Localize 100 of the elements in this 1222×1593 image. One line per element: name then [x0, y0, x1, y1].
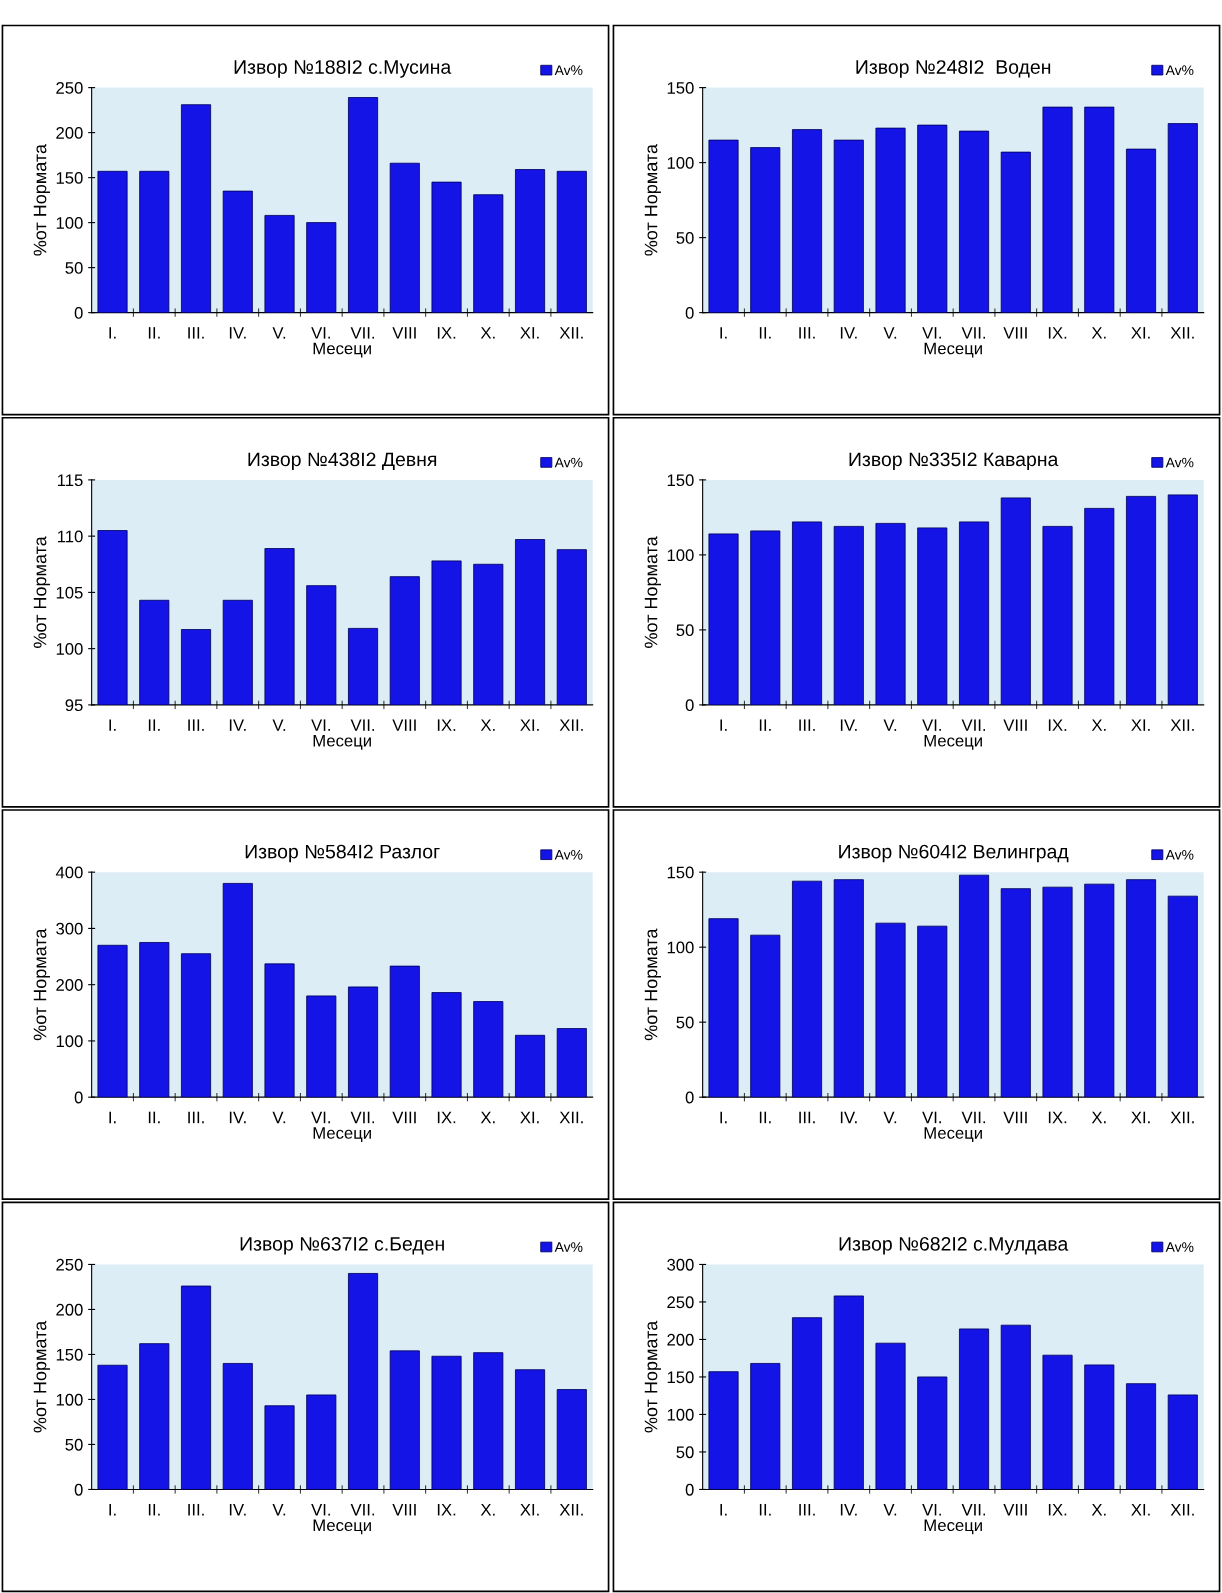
y-tick-label: 100 [56, 643, 83, 655]
bar [264, 1405, 295, 1490]
y-tick-label: 200 [56, 127, 83, 139]
bar [348, 97, 379, 313]
x-tick-label: VII. [961, 1111, 986, 1124]
x-tick-label: VII. [961, 327, 986, 339]
x-tick-label: VI. [922, 1503, 941, 1516]
x-tick-label: III. [799, 327, 815, 339]
legend-label: Av% [1165, 849, 1194, 860]
bar [222, 190, 253, 313]
legend-label: Av% [554, 457, 583, 468]
bar [875, 127, 906, 313]
bar [1000, 1324, 1031, 1490]
bar [708, 1371, 739, 1490]
y-tick-label: 115 [58, 474, 83, 487]
bar [556, 1028, 587, 1098]
x-tick-label: XI. [520, 327, 539, 339]
x-tick-label: IX. [1048, 327, 1067, 339]
bar [181, 1285, 212, 1490]
x-tick-label: VII. [961, 1503, 986, 1516]
x-tick-label: I. [109, 1111, 116, 1124]
chart-title: Извор №188I2 с.Мусина [234, 60, 452, 78]
x-tick-label: VIII [392, 327, 416, 339]
x-tick-label: I. [109, 1503, 116, 1516]
x-tick-label: XII. [1170, 1111, 1194, 1124]
y-tick-label: 100 [56, 1393, 83, 1406]
chart-title: Извор №335I2 Каварна [849, 452, 1059, 471]
x-tick-label: X. [1091, 1503, 1106, 1516]
y-tick-label: 100 [667, 1408, 694, 1421]
y-tick-label: 250 [56, 82, 83, 94]
bar [959, 1328, 990, 1490]
bar [222, 1363, 253, 1490]
bar [306, 1394, 337, 1490]
x-tick-label: VIII [392, 1503, 416, 1516]
chart-title: Извор №604I2 Велинград [839, 844, 1069, 863]
x-axis-title: Месеци [313, 734, 371, 750]
y-axis-title: %от Нормата [33, 536, 50, 648]
x-tick-label: VI. [922, 1111, 941, 1124]
x-tick-label: X. [480, 327, 495, 339]
x-axis-title: Месеци [924, 1519, 982, 1535]
y-tick-label: 200 [667, 1333, 694, 1346]
y-tick-label: 105 [56, 586, 83, 599]
y-axis-title: %от Нормата [33, 1320, 50, 1433]
legend-label: Av% [554, 1242, 583, 1252]
legend-label: Av% [554, 849, 583, 860]
bar [917, 925, 948, 1098]
x-tick-label: VIII [392, 719, 416, 731]
x-tick-label: VI. [922, 327, 941, 339]
y-axis-title: %от Нормата [33, 928, 50, 1041]
legend-label: Av% [1165, 1242, 1194, 1252]
y-tick-label: 150 [667, 1371, 694, 1384]
bar [1084, 507, 1115, 705]
bar [1167, 494, 1198, 705]
y-tick-label: 100 [56, 217, 83, 229]
x-tick-label: III. [799, 1503, 815, 1516]
bar [1167, 1394, 1198, 1490]
bar [306, 222, 337, 313]
y-tick-label: 95 [65, 699, 83, 712]
x-tick-label: V. [272, 327, 286, 339]
bar [348, 1273, 379, 1490]
y-axis-title: %от Нормата [644, 928, 661, 1041]
x-tick-label: V. [883, 1503, 897, 1516]
bar [264, 215, 295, 313]
bar [97, 1364, 128, 1490]
x-tick-label: IX. [437, 1111, 456, 1124]
bar [792, 880, 823, 1098]
x-tick-label: X. [1091, 327, 1106, 339]
y-tick-label: 150 [56, 172, 83, 184]
x-tick-label: VI. [311, 1111, 330, 1124]
legend-label: Av% [554, 65, 583, 76]
x-tick-label: II. [148, 1503, 160, 1516]
bar [875, 1342, 906, 1490]
legend-label: Av% [1165, 457, 1194, 468]
x-tick-label: X. [1091, 1111, 1106, 1124]
x-tick-label: VIII [1003, 719, 1027, 731]
x-tick-label: XI. [1131, 327, 1150, 339]
x-tick-label: XII. [1170, 1503, 1194, 1516]
y-tick-label: 0 [74, 1483, 83, 1496]
bar [181, 953, 212, 1098]
y-tick-label: 100 [667, 549, 694, 562]
x-tick-label: VI. [311, 1503, 330, 1516]
y-axis-title: %от Нормата [644, 143, 661, 256]
bar [792, 1317, 823, 1490]
x-tick-label: II. [759, 327, 771, 339]
bar [917, 124, 948, 313]
x-axis-title: Месеци [313, 1519, 371, 1535]
x-tick-label: III. [799, 1111, 815, 1124]
x-tick-label: IX. [1048, 719, 1067, 731]
x-axis-title: Месеци [924, 1127, 982, 1142]
x-tick-label: II. [148, 327, 160, 339]
x-tick-label: IV. [840, 719, 857, 731]
x-tick-label: IV. [229, 1111, 246, 1124]
bar [306, 995, 337, 1098]
x-axis-title: Месеци [924, 734, 982, 750]
bar [917, 1376, 948, 1490]
bar [97, 170, 128, 313]
x-tick-label: V. [883, 327, 897, 339]
x-axis-title: Месеци [313, 342, 371, 358]
x-tick-label: III. [188, 327, 204, 339]
y-tick-label: 50 [65, 262, 83, 274]
